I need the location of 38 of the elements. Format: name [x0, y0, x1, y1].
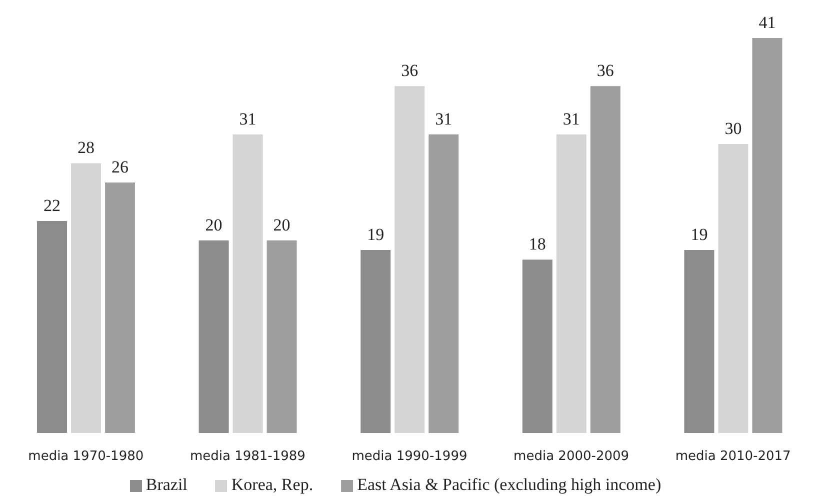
data-label: 31 — [562, 109, 580, 128]
x-tick-label: media 2000-2009 — [514, 449, 630, 464]
data-label: 20 — [205, 215, 222, 234]
bar — [232, 134, 263, 433]
bar — [428, 134, 459, 433]
x-tick-label: media 1990-1999 — [352, 449, 468, 464]
bar — [718, 144, 748, 433]
legend-label: Brazil — [146, 475, 188, 494]
bar — [71, 163, 101, 433]
bar — [37, 221, 67, 433]
legend-label: Korea, Rep. — [231, 475, 314, 494]
bar — [105, 182, 135, 433]
bar — [198, 240, 229, 433]
legend-label: East Asia & Pacific (excluding high income) — [357, 475, 662, 494]
data-label: 31 — [239, 109, 256, 128]
data-label: 41 — [758, 13, 776, 32]
x-tick-label: media 1970-1980 — [28, 449, 144, 464]
bar — [522, 260, 552, 433]
bar — [394, 86, 425, 433]
bar — [266, 240, 297, 433]
bar — [684, 250, 714, 433]
x-tick-label: media 2010-2017 — [675, 449, 791, 464]
data-label: 22 — [44, 196, 60, 216]
data-label: 28 — [78, 138, 94, 158]
data-label: 30 — [724, 118, 742, 138]
data-label: 31 — [435, 109, 452, 128]
bar — [556, 134, 586, 433]
bar — [752, 38, 782, 433]
data-label: 26 — [112, 158, 128, 177]
data-label: 20 — [273, 215, 290, 234]
x-tick-label: media 1981-1989 — [190, 449, 306, 464]
bar — [360, 250, 391, 433]
data-label: 19 — [690, 224, 708, 244]
data-label: 36 — [596, 61, 614, 80]
data-label: 36 — [401, 61, 418, 80]
data-label: 19 — [367, 224, 384, 244]
bar — [590, 86, 620, 433]
data-label: 18 — [528, 234, 546, 254]
